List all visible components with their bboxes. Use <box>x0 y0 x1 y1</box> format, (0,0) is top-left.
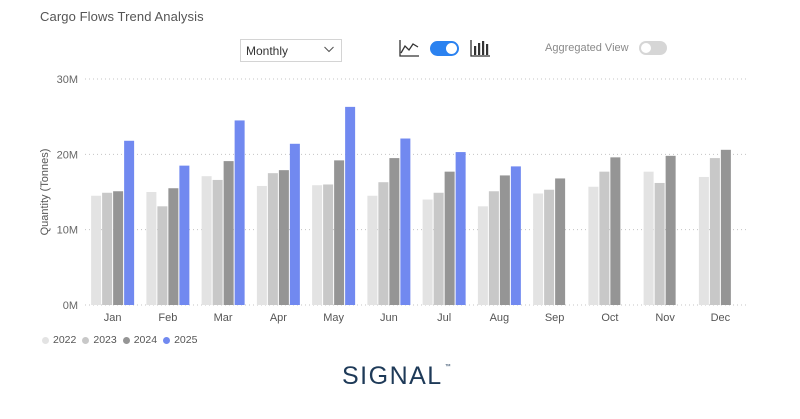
x-tick-label: Oct <box>601 312 618 324</box>
bar-2024-nov <box>665 155 676 305</box>
legend-dot <box>122 336 130 344</box>
bar-2022-jul <box>422 199 433 305</box>
bar-chart: 0M 10M 20M 30M Quantity (Tonnes) Jan Feb Mar Apr… <box>39 74 748 324</box>
bar-2025-aug <box>510 166 521 305</box>
x-tick-label: Dec <box>711 312 731 324</box>
bar-2022-may <box>312 185 323 305</box>
bar-2025-jun <box>400 138 411 305</box>
bar-2023-feb <box>157 206 168 305</box>
y-tick-label: 0M <box>63 300 78 312</box>
x-tick-label: Nov <box>655 312 675 324</box>
x-tick-label: Jan <box>104 312 122 324</box>
bar-2025-jan <box>124 140 135 305</box>
x-tick-label: Mar <box>214 312 233 324</box>
legend-label: 2023 <box>93 334 117 346</box>
bar-2022-jun <box>367 195 378 305</box>
legend-dot <box>82 336 90 344</box>
bar-2022-nov <box>643 171 654 305</box>
bar-2024-aug <box>499 175 510 305</box>
x-tick-label: Aug <box>490 312 510 324</box>
line-chart-icon[interactable] <box>398 38 420 58</box>
bar-2022-dec <box>698 176 709 305</box>
bar-2024-oct <box>610 157 621 305</box>
legend-dot <box>163 336 171 344</box>
legend-item-2023[interactable]: 2023 <box>82 334 117 346</box>
x-tick-label: Feb <box>158 312 177 324</box>
chart-type-toggle[interactable] <box>430 41 459 56</box>
x-tick-label: Jun <box>380 312 398 324</box>
bar-2024-jun <box>389 158 400 305</box>
bar-2023-apr <box>267 173 278 305</box>
bar-2024-feb <box>168 188 179 305</box>
period-dropdown-value: Monthly <box>246 44 289 58</box>
bar-2022-apr <box>256 185 267 305</box>
legend-item-2025[interactable]: 2025 <box>163 334 197 346</box>
bar-2023-dec <box>709 158 720 305</box>
bar-chart-icon[interactable] <box>469 38 491 58</box>
bar-2022-aug <box>477 206 488 305</box>
logo-trademark: ™ <box>444 364 451 370</box>
y-tick-label: 10M <box>57 225 78 237</box>
y-tick-label: 20M <box>57 149 78 161</box>
bar-2022-oct <box>588 186 599 305</box>
bar-2025-mar <box>234 120 245 305</box>
bar-2024-jul <box>444 171 455 305</box>
bar-2023-jan <box>102 192 113 305</box>
aggregated-view-toggle[interactable] <box>639 41 667 55</box>
y-tick-label: 30M <box>57 74 78 86</box>
period-dropdown[interactable]: Monthly <box>240 39 342 62</box>
bar-2023-mar <box>212 179 223 305</box>
bar-2024-may <box>334 160 345 305</box>
bar-2024-jan <box>113 191 124 305</box>
bar-2024-sep <box>555 178 566 305</box>
toggle-knob <box>641 43 651 53</box>
legend-item-2022[interactable]: 2022 <box>42 334 76 346</box>
legend-item-2024[interactable]: 2024 <box>122 334 158 346</box>
toggle-knob <box>446 43 457 54</box>
bar-2022-mar <box>201 176 212 305</box>
chevron-down-icon <box>324 46 334 53</box>
x-tick-label: Apr <box>270 312 287 324</box>
bar-2023-aug <box>488 191 499 305</box>
bar-2023-oct <box>599 171 610 305</box>
bar-2023-nov <box>654 182 665 305</box>
x-tick-label: May <box>323 312 344 324</box>
legend-dot <box>42 336 49 344</box>
x-tick-label: Jul <box>437 312 451 324</box>
legend-label: 2025 <box>174 334 198 346</box>
bar-2022-jan <box>91 195 102 305</box>
bar-2022-feb <box>146 192 157 305</box>
signal-logo: SIGNAL ™ <box>342 361 451 393</box>
bar-2024-dec <box>720 149 731 305</box>
chart-title: Cargo Flows Trend Analysis <box>40 9 204 24</box>
aggregated-view-label: Aggregated View <box>545 42 629 54</box>
y-axis-title: Quantity (Tonnes) <box>39 149 51 236</box>
legend-label: 2022 <box>53 334 77 346</box>
bar-2022-sep <box>533 193 544 305</box>
bar-2025-feb <box>179 165 190 305</box>
bar-2023-jun <box>378 182 389 305</box>
bar-2023-sep <box>544 189 555 305</box>
bar-2023-jul <box>433 192 444 305</box>
legend-label: 2024 <box>133 334 158 346</box>
bar-2023-may <box>323 184 334 305</box>
bar-2025-apr <box>289 143 300 305</box>
bar-2025-may <box>345 106 356 305</box>
logo-text: SIGNAL <box>342 362 443 390</box>
bar-2024-mar <box>223 161 234 305</box>
chart-legend: 2022 2023 2024 2025 <box>42 334 203 346</box>
bar-2025-jul <box>455 152 466 305</box>
bar-2024-apr <box>278 170 289 305</box>
x-tick-label: Sep <box>545 312 565 324</box>
